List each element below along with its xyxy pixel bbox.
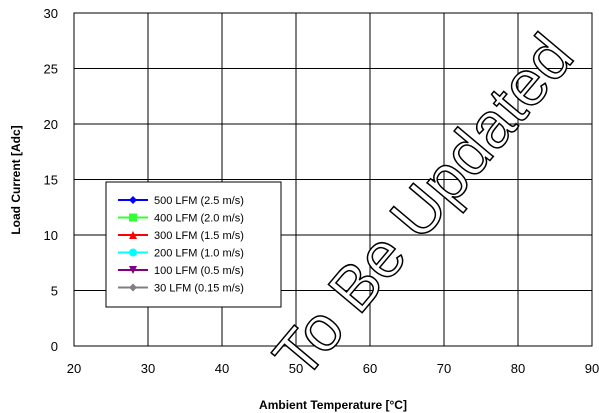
y-tick-label: 20 <box>44 117 58 132</box>
y-tick-label: 10 <box>44 228 58 243</box>
legend-item: 100 LFM (0.5 m/s) <box>118 265 244 277</box>
legend-label: 400 LFM (2.0 m/s) <box>154 213 244 225</box>
legend-marker <box>129 213 137 222</box>
legend-marker <box>129 266 137 274</box>
x-tick-label: 30 <box>141 361 155 376</box>
legend-marker <box>129 283 137 292</box>
x-tick-label: 20 <box>67 361 81 376</box>
legend-label: 500 LFM (2.5 m/s) <box>154 195 244 207</box>
legend-item: 200 LFM (1.0 m/s) <box>118 248 244 260</box>
legend-label: 100 LFM (0.5 m/s) <box>154 265 244 277</box>
legend-label: 30 LFM (0.15 m/s) <box>154 283 244 295</box>
x-tick-label: 50 <box>289 361 303 376</box>
y-tick-label: 15 <box>44 173 58 188</box>
legend-item: 30 LFM (0.15 m/s) <box>118 283 244 295</box>
legend-label: 200 LFM (1.0 m/s) <box>154 248 244 260</box>
plot-area <box>73 12 593 347</box>
x-tick-label: 90 <box>585 361 599 376</box>
y-tick-labels: 0 5 10 15 20 25 30 <box>44 6 58 354</box>
y-tick-label: 5 <box>51 284 58 299</box>
y-tick-label: 30 <box>44 6 58 21</box>
y-tick-label: 0 <box>51 339 58 354</box>
x-tick-labels: 20 30 40 50 60 70 80 90 <box>67 361 599 376</box>
legend: 500 LFM (2.5 m/s) 400 LFM (2.0 m/s) 300 LF… <box>105 181 282 308</box>
x-tick-label: 40 <box>215 361 229 376</box>
x-tick-label: 80 <box>511 361 525 376</box>
legend-marker <box>129 196 137 204</box>
x-tick-label: 60 <box>363 361 377 376</box>
legend-item: 500 LFM (2.5 m/s) <box>118 195 244 207</box>
legend-label: 300 LFM (1.5 m/s) <box>154 230 244 242</box>
x-tick-label: 70 <box>437 361 451 376</box>
y-axis-label: Load Current [Adc] <box>9 125 23 234</box>
legend-item: 300 LFM (1.5 m/s) <box>118 230 244 242</box>
legend-item: 400 LFM (2.0 m/s) <box>118 213 244 225</box>
legend-marker <box>129 231 137 239</box>
y-tick-label: 25 <box>44 62 58 77</box>
x-axis-label: Ambient Temperature [°C] <box>259 398 407 412</box>
legend-marker <box>129 248 137 257</box>
watermark-annotation: To Be Updated <box>259 21 586 392</box>
